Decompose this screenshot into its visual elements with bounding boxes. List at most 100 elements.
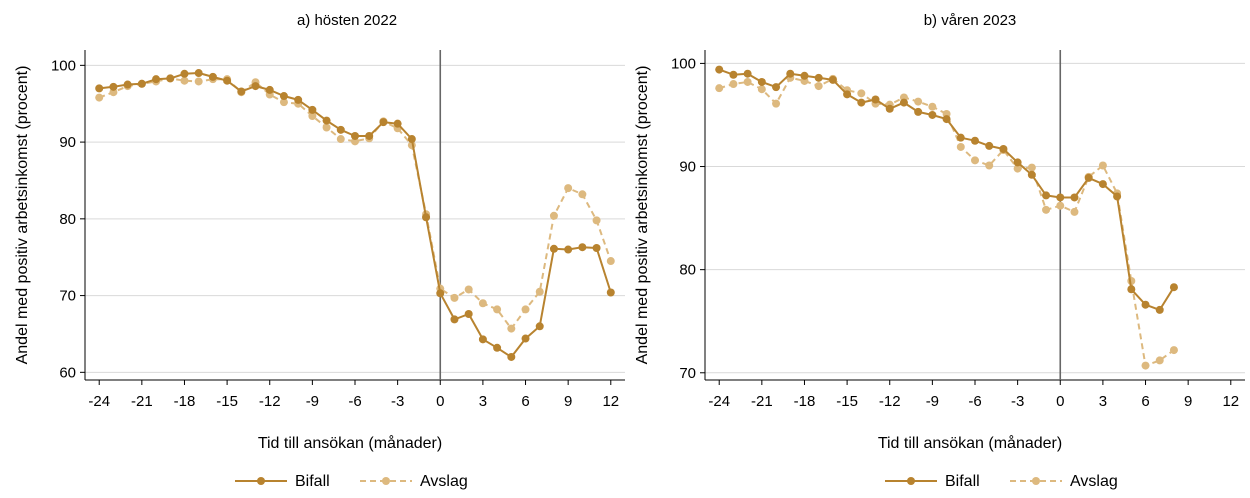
data-point-bifall bbox=[308, 105, 317, 114]
data-point-bifall bbox=[393, 119, 402, 128]
data-point-bifall bbox=[885, 104, 894, 113]
y-tick-label: 90 bbox=[59, 134, 76, 151]
data-point-avslag bbox=[464, 285, 473, 294]
data-point-bifall bbox=[914, 107, 923, 116]
data-point-avslag bbox=[194, 77, 203, 86]
data-point-bifall bbox=[450, 315, 459, 324]
data-point-bifall bbox=[109, 82, 118, 91]
x-tick-label: -21 bbox=[751, 393, 773, 410]
legend-marker-bifall bbox=[257, 477, 265, 485]
chart-title: b) våren 2023 bbox=[924, 12, 1017, 29]
data-point-bifall bbox=[715, 65, 724, 74]
data-point-avslag bbox=[985, 161, 994, 170]
data-point-avslag bbox=[1141, 361, 1150, 370]
x-tick-label: 3 bbox=[479, 393, 487, 410]
x-tick-label: -15 bbox=[836, 393, 858, 410]
data-point-bifall bbox=[223, 76, 232, 85]
legend-label-bifall: Bifall bbox=[945, 473, 980, 490]
legend-marker-avslag bbox=[382, 477, 390, 485]
series-line-avslag bbox=[98, 77, 612, 330]
data-point-bifall bbox=[507, 352, 516, 361]
x-tick-label: 6 bbox=[1141, 393, 1149, 410]
data-point-avslag bbox=[592, 216, 601, 225]
data-point-avslag bbox=[507, 324, 516, 333]
data-point-bifall bbox=[251, 82, 260, 91]
data-point-bifall bbox=[322, 116, 331, 125]
data-point-avslag bbox=[857, 89, 866, 98]
data-point-bifall bbox=[137, 79, 146, 88]
data-point-bifall bbox=[436, 289, 445, 298]
data-point-avslag bbox=[1013, 164, 1022, 173]
data-point-avslag bbox=[450, 293, 459, 302]
y-tick-label: 70 bbox=[679, 365, 696, 382]
data-point-bifall bbox=[942, 115, 951, 124]
legend-label-avslag: Avslag bbox=[1070, 473, 1118, 490]
data-point-bifall bbox=[1013, 158, 1022, 167]
data-point-avslag bbox=[715, 84, 724, 93]
data-point-avslag bbox=[606, 257, 615, 266]
data-point-avslag bbox=[535, 287, 544, 296]
y-tick-label: 70 bbox=[59, 288, 76, 305]
data-point-avslag bbox=[772, 99, 781, 108]
x-tick-label: 9 bbox=[564, 393, 572, 410]
data-point-avslag bbox=[1027, 163, 1036, 172]
x-tick-label: -3 bbox=[1011, 393, 1024, 410]
data-point-avslag bbox=[1070, 207, 1079, 216]
x-tick-label: -24 bbox=[708, 393, 730, 410]
data-point-bifall bbox=[152, 75, 161, 84]
data-point-bifall bbox=[772, 83, 781, 92]
x-tick-label: 12 bbox=[1222, 393, 1239, 410]
x-tick-label: -9 bbox=[306, 393, 319, 410]
data-point-bifall bbox=[535, 322, 544, 331]
data-point-bifall bbox=[407, 135, 416, 144]
data-point-bifall bbox=[592, 244, 601, 252]
data-point-avslag bbox=[1098, 161, 1107, 170]
legend: Bifall Avslag bbox=[885, 473, 1118, 490]
series-line-bifall bbox=[99, 72, 612, 358]
x-tick-label: -21 bbox=[131, 393, 153, 410]
data-point-bifall bbox=[208, 72, 217, 81]
legend-label-bifall: Bifall bbox=[295, 473, 330, 490]
data-point-avslag bbox=[180, 76, 189, 85]
series-line-avslag bbox=[718, 76, 1175, 367]
legend-marker-bifall bbox=[907, 477, 915, 485]
y-tick-label: 80 bbox=[59, 211, 76, 228]
data-point-bifall bbox=[786, 69, 795, 78]
x-tick-label: 6 bbox=[521, 393, 529, 410]
x-tick-label: 12 bbox=[602, 393, 619, 410]
data-point-bifall bbox=[379, 118, 388, 127]
x-axis-label: Tid till ansökan (månader) bbox=[878, 434, 1062, 452]
data-point-bifall bbox=[237, 87, 246, 96]
data-point-bifall bbox=[1027, 170, 1036, 179]
data-point-bifall bbox=[985, 141, 994, 150]
data-point-avslag bbox=[757, 85, 766, 94]
data-point-bifall bbox=[578, 243, 587, 252]
data-point-bifall bbox=[422, 213, 431, 222]
y-tick-label: 100 bbox=[671, 55, 696, 72]
data-point-avslag bbox=[729, 80, 738, 89]
data-point-bifall bbox=[180, 69, 189, 78]
data-point-avslag bbox=[493, 305, 502, 314]
data-point-bifall bbox=[871, 95, 880, 104]
data-point-bifall bbox=[564, 245, 573, 254]
data-point-bifall bbox=[123, 80, 132, 89]
data-point-avslag bbox=[814, 82, 823, 91]
data-point-bifall bbox=[1056, 193, 1065, 202]
x-tick-label: -6 bbox=[348, 393, 361, 410]
data-point-bifall bbox=[1084, 173, 1093, 182]
series-line-bifall bbox=[718, 68, 1175, 311]
data-point-avslag bbox=[549, 211, 558, 220]
data-point-bifall bbox=[1169, 283, 1178, 292]
data-point-bifall bbox=[956, 133, 965, 142]
data-point-bifall bbox=[1113, 192, 1122, 201]
x-tick-label: 9 bbox=[1184, 393, 1192, 410]
data-point-bifall bbox=[493, 343, 502, 352]
y-tick-label: 90 bbox=[679, 159, 696, 176]
data-point-avslag bbox=[1169, 346, 1178, 355]
data-point-bifall bbox=[1042, 191, 1051, 200]
x-tick-label: -18 bbox=[794, 393, 816, 410]
data-point-bifall bbox=[549, 244, 558, 253]
data-point-bifall bbox=[743, 69, 752, 78]
data-point-avslag bbox=[1042, 205, 1051, 214]
data-point-bifall bbox=[814, 73, 823, 82]
